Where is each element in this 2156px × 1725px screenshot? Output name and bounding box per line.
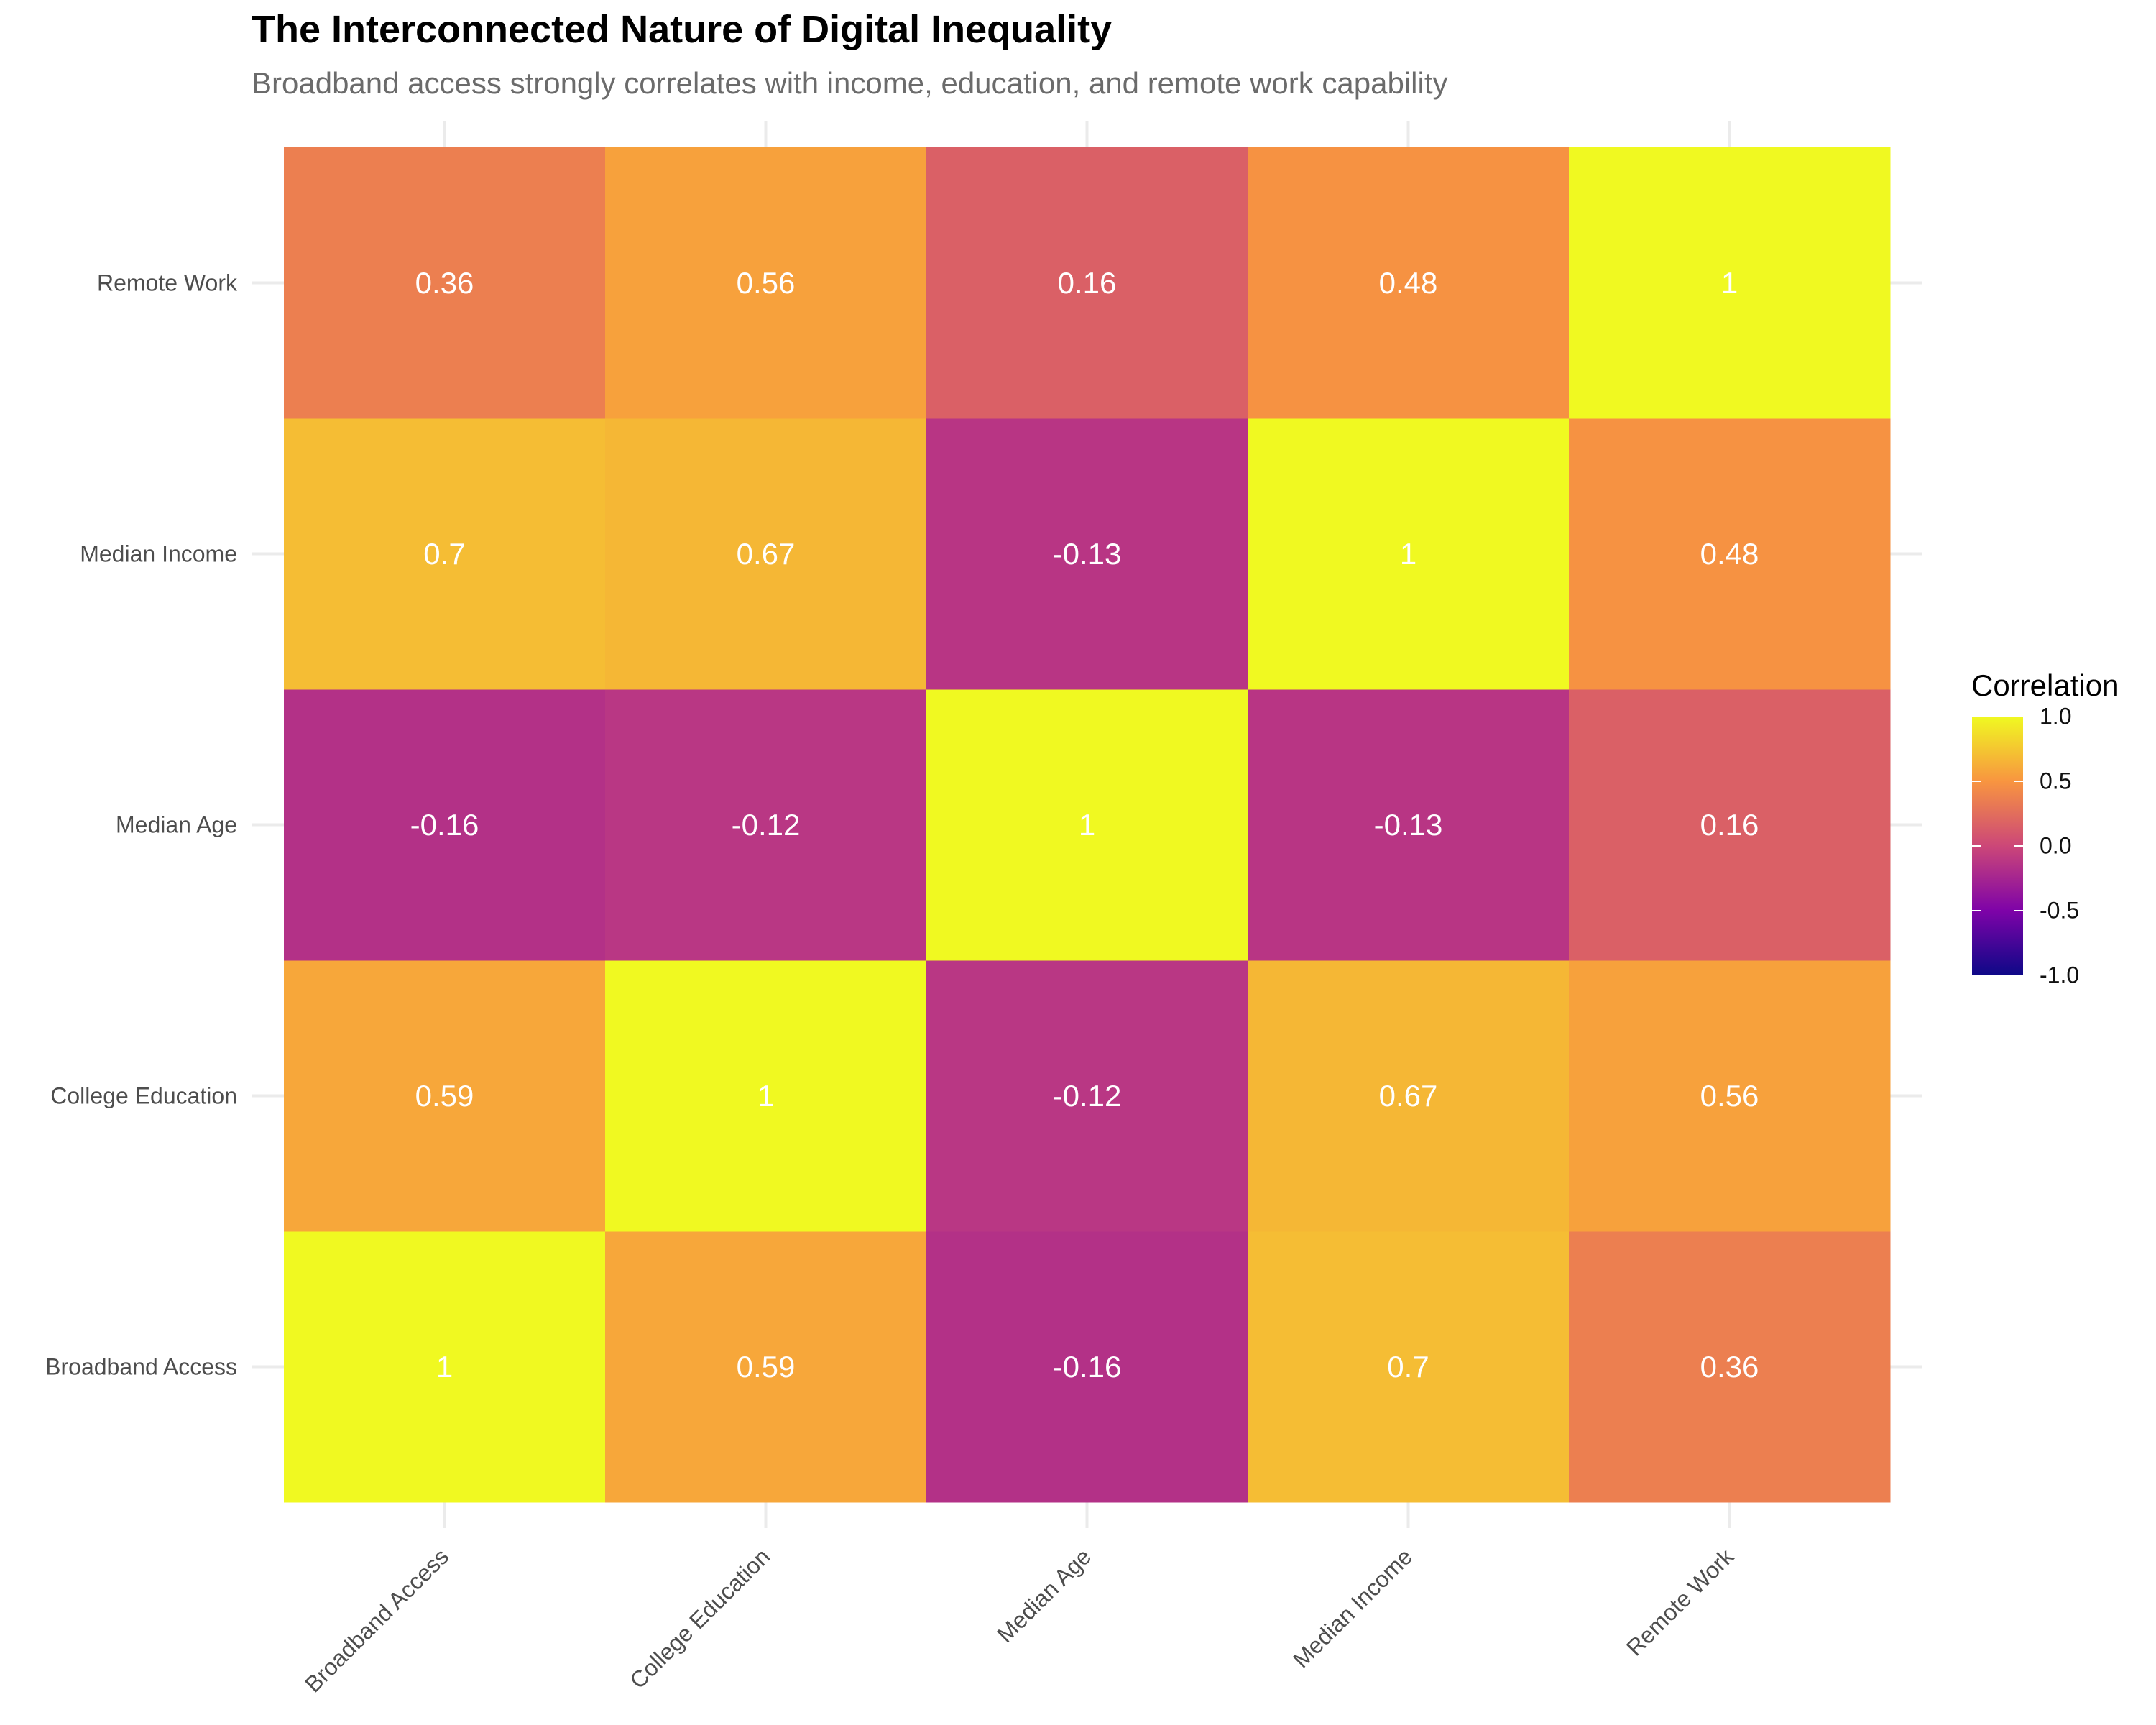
- cell-value-label: 0.59: [415, 1079, 474, 1113]
- heatmap-cell: [284, 147, 606, 419]
- heatmap-cell: [926, 147, 1248, 419]
- cell-value-label: 0.67: [1379, 1079, 1438, 1113]
- heatmap-cell: [1569, 1231, 1891, 1503]
- x-tick-label: Median Age: [992, 1543, 1096, 1647]
- y-tick-label: Median Income: [80, 541, 237, 567]
- heatmap-cell: [605, 147, 927, 419]
- heatmap-cell: [1569, 689, 1891, 961]
- cell-value-label: -0.12: [1053, 1079, 1122, 1113]
- heatmap-cell: [605, 418, 927, 690]
- cell-value-label: 1: [436, 1350, 453, 1384]
- cell-value-label: -0.13: [1374, 808, 1443, 842]
- cell-value-label: -0.12: [732, 808, 801, 842]
- heatmap-cell: [1248, 1231, 1570, 1503]
- heatmap-cell: [284, 960, 606, 1232]
- x-tick-label: Median Income: [1288, 1543, 1417, 1673]
- x-tick-label: Remote Work: [1621, 1543, 1739, 1661]
- cell-value-label: 1: [757, 1079, 774, 1113]
- heatmap-cell: [926, 960, 1248, 1232]
- chart-subtitle: Broadband access strongly correlates wit…: [252, 66, 1448, 100]
- cell-value-label: 0.59: [737, 1350, 796, 1384]
- heatmap-cell: [1248, 960, 1570, 1232]
- x-axis-tick-labels: Broadband Access College Education Median …: [300, 1543, 1739, 1698]
- legend-tick-label: 0.0: [2040, 832, 2072, 859]
- heatmap-cells: [284, 147, 1891, 1503]
- heatmap-cell: [1248, 147, 1570, 419]
- heatmap-cell: [284, 689, 606, 961]
- cell-value-label: 0.16: [1058, 266, 1117, 300]
- heatmap-cell: [1569, 418, 1891, 690]
- x-tick-label: Broadband Access: [300, 1543, 453, 1697]
- heatmap-cell: [605, 1231, 927, 1503]
- heatmap-cell: [1569, 147, 1891, 419]
- heatmap-cell: [1569, 960, 1891, 1232]
- cell-value-label: 0.7: [1387, 1350, 1429, 1384]
- cell-value-label: 1: [1079, 808, 1095, 842]
- cell-value-label: 0.36: [415, 266, 474, 300]
- cell-value-label: -0.16: [410, 808, 479, 842]
- cell-value-label: -0.16: [1053, 1350, 1122, 1384]
- heatmap-cell: [284, 418, 606, 690]
- heatmap-cell: [605, 960, 927, 1232]
- legend-title: Correlation: [1971, 668, 2119, 702]
- x-tick-label: College Education: [625, 1543, 775, 1693]
- cell-value-label: 0.48: [1379, 266, 1438, 300]
- heatmap-cell: [926, 689, 1248, 961]
- legend-tick-label: 0.5: [2040, 768, 2072, 794]
- y-tick-label: Broadband Access: [45, 1354, 237, 1380]
- legend-tick-label: 1.0: [2040, 703, 2072, 730]
- legend-tick-label: -1.0: [2040, 962, 2080, 988]
- cell-value-label: 1: [1721, 266, 1738, 300]
- heatmap-cell: [926, 1231, 1248, 1503]
- heatmap-cell: [926, 418, 1248, 690]
- heatmap-cell: [1248, 689, 1570, 961]
- cell-value-label: 0.36: [1700, 1350, 1759, 1384]
- heatmap-cell: [605, 689, 927, 961]
- cell-value-label: 0.67: [737, 537, 796, 571]
- y-axis-tick-labels: Broadband Access College Education Median …: [45, 270, 238, 1380]
- cell-value-label: 0.56: [737, 266, 796, 300]
- y-tick-label: College Education: [50, 1083, 237, 1109]
- y-tick-label: Remote Work: [97, 270, 238, 296]
- cell-value-label: 0.48: [1700, 537, 1759, 571]
- cell-value-label: -0.13: [1053, 537, 1122, 571]
- y-tick-label: Median Age: [116, 812, 237, 838]
- cell-labels: 1 0.59 -0.16 0.7 0.36 0.59 1 -0.12 0.67 0.56 -0.16…: [410, 266, 1759, 1384]
- heatmap-cell: [1248, 418, 1570, 690]
- legend-tick-label: -0.5: [2040, 897, 2080, 924]
- cell-value-label: 0.16: [1700, 808, 1759, 842]
- cell-value-label: 1: [1400, 537, 1416, 571]
- heatmap-cell: [284, 1231, 606, 1503]
- chart-title: The Interconnected Nature of Digital Ine…: [252, 8, 1112, 51]
- cell-value-label: 0.56: [1700, 1079, 1759, 1113]
- cell-value-label: 0.7: [423, 537, 465, 571]
